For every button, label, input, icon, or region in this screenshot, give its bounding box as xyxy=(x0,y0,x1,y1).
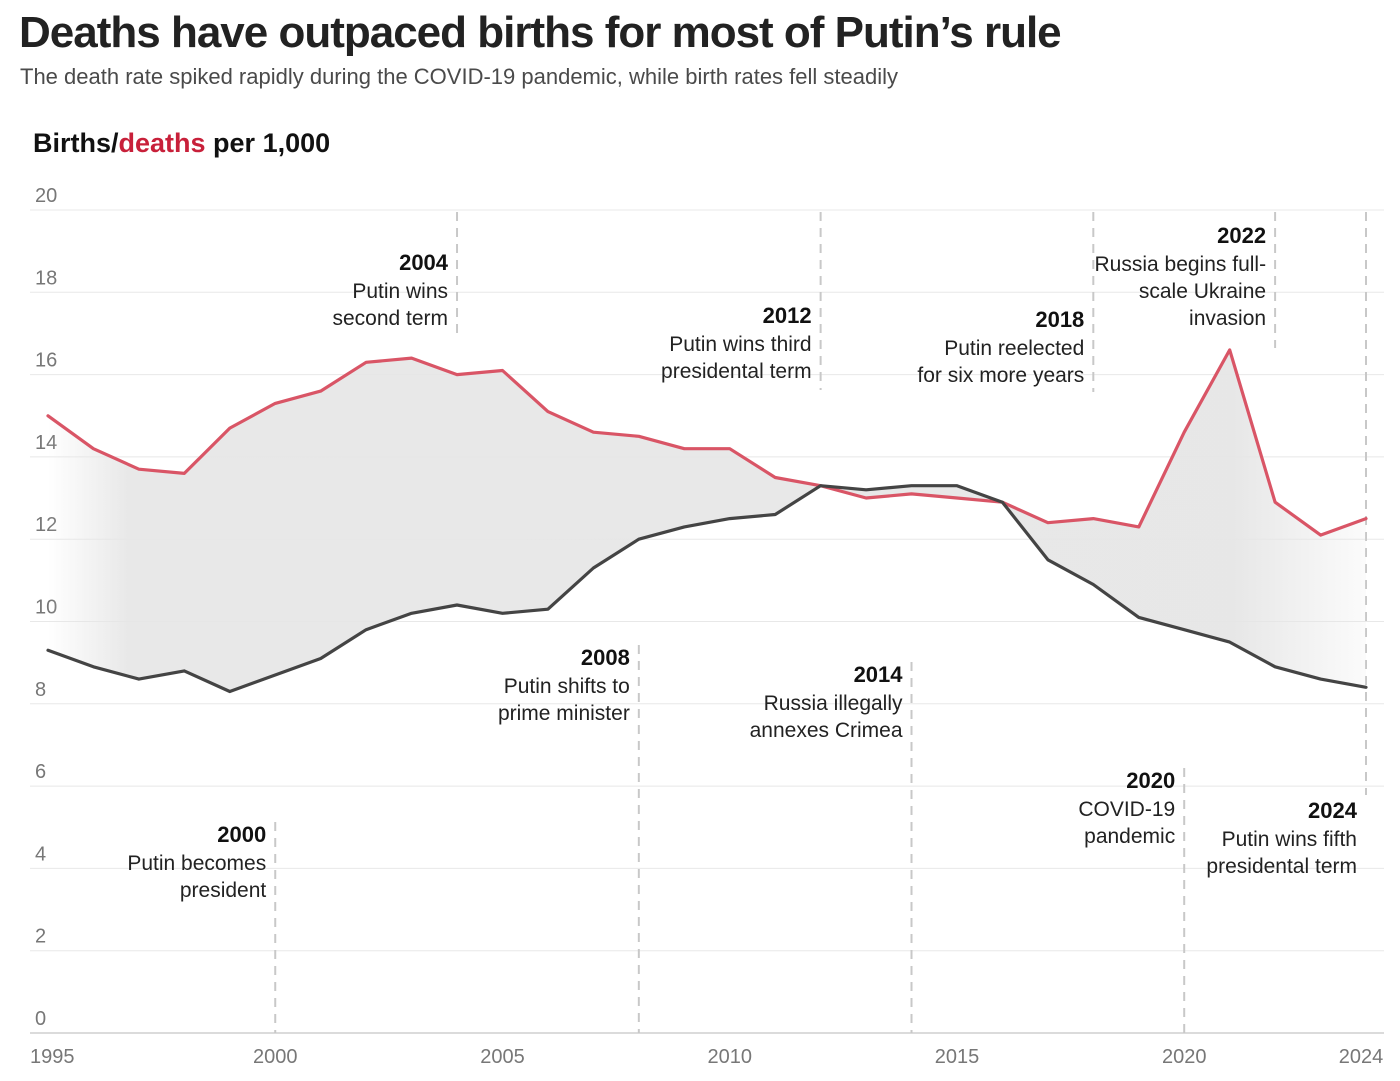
annotation-text-2024-1: Putin wins fifth xyxy=(1222,828,1357,851)
annotation-year-2008: 2008 xyxy=(581,645,630,670)
gap-area xyxy=(48,349,1366,692)
annotation-text-2000-2: president xyxy=(180,879,267,902)
y-tick-label-20: 20 xyxy=(35,185,57,207)
annotation-year-2014: 2014 xyxy=(854,662,904,687)
annotation-text-2022-1: Russia begins full- xyxy=(1095,253,1267,276)
annotation-text-2004-1: Putin wins xyxy=(352,280,448,303)
annotation-text-2008-1: Putin shifts to xyxy=(504,675,630,698)
annotation-text-2000-1: Putin becomes xyxy=(127,852,266,875)
annotation-text-2012-1: Putin wins third xyxy=(669,333,811,356)
annotation-text-2018-1: Putin reelected xyxy=(944,337,1084,360)
chart-subtitle: The death rate spiked rapidly during the… xyxy=(20,64,899,89)
y-axis-label-births: Births/ xyxy=(33,128,119,158)
y-tick-label-2: 2 xyxy=(35,926,46,948)
y-tick-label-6: 6 xyxy=(35,761,46,783)
annotation-text-2004-2: second term xyxy=(332,307,448,330)
annotation-year-2022: 2022 xyxy=(1217,223,1266,248)
y-tick-label-18: 18 xyxy=(35,267,57,289)
annotation-text-2022-3: invasion xyxy=(1189,307,1266,330)
annotation-text-2012-2: presidental term xyxy=(661,360,812,383)
births-line xyxy=(46,484,1368,694)
y-tick-label-4: 4 xyxy=(35,843,46,865)
x-tick-label-2024: 2024 xyxy=(1339,1046,1384,1068)
annotation-year-2018: 2018 xyxy=(1035,307,1084,332)
annotation-text-2018-2: for six more years xyxy=(917,364,1084,387)
annotation-text-2014-1: Russia illegally xyxy=(764,692,903,715)
deaths-line xyxy=(46,348,1368,537)
annotation-text-2024-2: presidental term xyxy=(1206,855,1357,878)
x-tick-label-2000: 2000 xyxy=(253,1046,298,1068)
annotation-year-2000: 2000 xyxy=(217,822,266,847)
annotation-year-2020: 2020 xyxy=(1126,768,1175,793)
y-tick-label-8: 8 xyxy=(35,679,46,701)
chart-title: Deaths have outpaced births for most of … xyxy=(19,8,1062,57)
y-tick-label-0: 0 xyxy=(35,1008,46,1030)
annotation-year-2012: 2012 xyxy=(763,303,812,328)
x-tick-label-2005: 2005 xyxy=(480,1046,525,1068)
annotation-text-2008-2: prime minister xyxy=(498,702,630,725)
y-tick-label-16: 16 xyxy=(35,350,57,372)
x-tick-label-1995: 1995 xyxy=(30,1046,75,1068)
annotation-text-2020-2: pandemic xyxy=(1084,825,1175,848)
x-tick-label-2010: 2010 xyxy=(707,1046,752,1068)
x-tick-label-2015: 2015 xyxy=(935,1046,980,1068)
y-axis-label-unit: per 1,000 xyxy=(205,128,331,158)
annotation-text-2020-1: COVID-19 xyxy=(1078,798,1175,821)
x-tick-label-2020: 2020 xyxy=(1162,1046,1207,1068)
y-axis-label-deaths: deaths xyxy=(118,128,206,158)
y-axis-label: Births/deaths per 1,000 xyxy=(33,128,330,159)
annotation-text-2022-2: scale Ukraine xyxy=(1139,280,1266,303)
annotation-text-2014-2: annexes Crimea xyxy=(750,719,903,742)
annotation-year-2024: 2024 xyxy=(1308,798,1358,823)
annotation-year-2004: 2004 xyxy=(399,250,449,275)
